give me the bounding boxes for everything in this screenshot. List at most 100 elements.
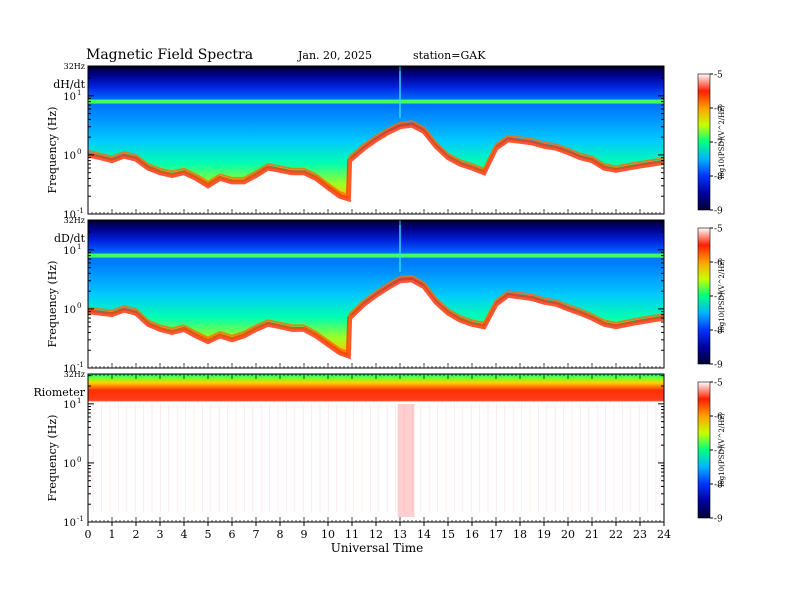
speckle-streak [647,404,648,512]
pulse-spike [399,66,401,118]
colorbar-label: log10(PSD)(V^2/Hz) [718,105,726,179]
colorbar [697,381,711,519]
spectral-line [88,99,664,104]
speckle-streak [210,404,212,512]
speckle-streak [143,404,144,512]
x-tick-label: 2 [133,528,140,541]
speckle-streak [504,404,506,512]
speckle-streak [588,404,590,512]
x-tick-label: 23 [633,528,647,541]
colorbar [697,227,711,365]
speckle-streak [580,404,581,512]
speckle-streak [286,404,287,512]
x-tick-label: 10 [321,528,335,541]
speckle-streak [445,404,447,512]
low-power-region [88,279,664,368]
colorbar-tick-label: -7 [714,139,723,149]
speckle-streak [294,404,296,512]
speckle-streak [319,404,321,512]
station-label: station=GAK [413,49,486,62]
colorbar-label: log10(PSD)(V^2/Hz) [718,259,726,333]
speckle-streak [529,404,531,512]
x-tick-label: 15 [441,528,455,541]
x-tick-label: 4 [181,528,188,541]
speckle-streak [428,404,430,512]
speckle-streak [403,404,405,512]
cutoff-band [88,122,664,203]
speckle-streak [344,404,346,512]
cutoff-band-upper [88,274,664,354]
speckle-streak [470,404,472,512]
x-tick-label: 19 [537,528,551,541]
y-tick-exponent: 1 [77,243,81,251]
colorbar-tick-label: -9 [714,361,723,371]
cutoff-band-upper [88,120,664,197]
x-tick-label: 13 [393,528,407,541]
speckle-streak [252,404,254,512]
colorbar-tick-label: -5 [714,379,723,389]
speckle-streak [638,404,640,512]
x-tick-label: 5 [205,528,212,541]
speckle-streak [454,404,455,512]
low-power-region [88,125,664,214]
x-tick-label: 12 [369,528,383,541]
speckle-streak [420,404,422,512]
y-tick-exponent: 0 [77,456,81,464]
speckle-streak [378,404,380,512]
speckle-streak [328,404,329,512]
figure-date: Jan. 20, 2025 [297,49,372,62]
low-power-region [88,401,664,522]
spectrogram-2 [88,374,664,522]
colorbar-tick-label: -6 [714,259,723,269]
pulse-spike [399,220,401,272]
y-tick-label: 10 [63,459,76,470]
y-tick-label: 10 [63,518,76,529]
x-tick-label: 8 [277,528,284,541]
top-frequency-label: 32Hz [64,216,85,225]
speckle-streak [605,404,606,512]
speckle-streak [260,404,262,512]
x-tick-label: 20 [561,528,575,541]
colorbar-tick-label: -5 [714,71,723,81]
speckle-streak [361,404,363,512]
colorbar [697,73,711,211]
speckle-streak [193,404,195,512]
speckle-streak [395,404,396,512]
x-tick-label: 9 [301,528,308,541]
colorbar-tick-label: -8 [714,173,723,183]
colorbar-tick-label: -6 [714,105,723,115]
x-tick-label: 22 [609,528,623,541]
colorbar-tick-label: -9 [714,515,723,525]
panel-label: dD/dt [54,232,86,245]
colorbar-tick-label: -8 [714,327,723,337]
time-axis: 0 1 2 3 4 5 6 7 8 9 10 11 12 13 14 15 16 17 18 19 20 21 22 23 24 [85,522,671,541]
y-axis-label: Frequency (Hz) [46,261,59,348]
y-tick-label: 10 [63,92,76,103]
speckle-streak [227,404,228,512]
speckle-streak [151,404,153,512]
speckle-streak [412,404,413,512]
figure-title: Magnetic Field Spectra [86,47,253,63]
spectral-line [88,253,664,258]
x-tick-label: 1 [109,528,116,541]
speckle-streak [92,404,94,512]
speckle-streak [311,404,312,512]
y-tick-exponent: 1 [77,89,81,97]
colorbar-tick-label: -9 [714,207,723,217]
panel-label: dH/dt [53,78,85,91]
speckle-streak [134,404,136,512]
x-tick-label: 11 [345,528,359,541]
speckle-streak [336,404,338,512]
y-axis-label: Frequency (Hz) [46,415,59,502]
colorbar-tick-label: -5 [714,225,723,235]
speckle-streak [218,404,220,512]
x-tick-label: 7 [253,528,260,541]
x-tick-label: 16 [465,528,479,541]
speckle-streak [496,404,497,512]
y-tick-label: 10 [63,400,76,411]
speckle-streak [386,404,388,512]
speckle-streak [512,404,514,512]
colorbar-tick-label: -7 [714,293,723,303]
